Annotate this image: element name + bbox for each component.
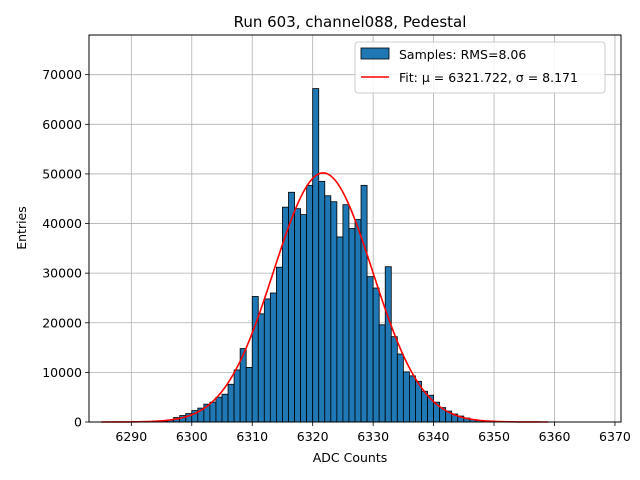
histogram-bar bbox=[384, 266, 392, 423]
x-tick-label: 6360 bbox=[539, 429, 571, 444]
y-tick-label: 50000 bbox=[42, 166, 82, 181]
histogram-bar bbox=[372, 287, 380, 423]
histogram-bar bbox=[366, 276, 374, 423]
histogram-bar bbox=[251, 296, 259, 423]
chart-title: Run 603, channel088, Pedestal bbox=[234, 13, 467, 31]
histogram-bar bbox=[245, 367, 253, 423]
histogram-bar bbox=[402, 371, 410, 423]
histogram-bar bbox=[336, 236, 344, 423]
plot-frame bbox=[88, 34, 622, 423]
histogram-bar bbox=[354, 219, 362, 423]
histogram-bar bbox=[378, 324, 386, 423]
x-tick-label: 6320 bbox=[297, 429, 329, 444]
histogram-bar bbox=[324, 195, 332, 423]
y-axis-label: Entries bbox=[14, 206, 29, 250]
legend: Samples: RMS=8.06 Fit: μ = 6321.722, σ =… bbox=[354, 41, 606, 94]
histogram-bar bbox=[348, 228, 356, 423]
histogram-bar bbox=[257, 313, 265, 423]
histogram-bar bbox=[215, 396, 223, 423]
histogram-bar bbox=[396, 353, 404, 423]
histogram-bar bbox=[312, 88, 320, 423]
histogram-bar bbox=[221, 393, 229, 423]
x-axis-label: ADC Counts bbox=[313, 450, 388, 465]
legend-box bbox=[354, 41, 606, 94]
y-tick-label: 60000 bbox=[42, 117, 82, 132]
histogram-bar bbox=[342, 204, 350, 423]
x-tick-label: 6300 bbox=[176, 429, 208, 444]
histogram-bar bbox=[360, 184, 368, 423]
y-tick-label: 40000 bbox=[42, 216, 82, 231]
x-tick-label: 6330 bbox=[357, 429, 389, 444]
y-tick-label: 0 bbox=[74, 415, 82, 430]
histogram-bar bbox=[390, 336, 398, 423]
y-tick-label: 70000 bbox=[42, 67, 82, 82]
histogram-bar bbox=[294, 208, 301, 423]
y-tick-label: 10000 bbox=[42, 365, 82, 380]
histogram-bar bbox=[209, 401, 217, 423]
y-tick-label: 20000 bbox=[42, 315, 82, 330]
x-tick-label: 6310 bbox=[236, 429, 268, 444]
histogram-bar bbox=[227, 383, 235, 423]
legend-label-samples: Samples: RMS=8.06 bbox=[399, 47, 526, 62]
y-tick-label: 30000 bbox=[42, 266, 82, 281]
legend-swatch-samples bbox=[360, 47, 390, 60]
histogram-bar bbox=[421, 390, 428, 423]
legend-label-fit: Fit: μ = 6321.722, σ = 8.171 bbox=[399, 70, 578, 85]
x-tick-label: 6370 bbox=[599, 429, 631, 444]
histogram-bar bbox=[300, 214, 308, 423]
y-ticks: 0 10000 20000 30000 40000 50000 60000 70000 bbox=[42, 67, 89, 430]
histogram-bar bbox=[269, 292, 277, 423]
histogram-bar bbox=[263, 298, 271, 423]
fit-curve bbox=[101, 172, 549, 423]
histogram-bar bbox=[318, 180, 326, 423]
x-tick-label: 6350 bbox=[478, 429, 510, 444]
histogram-bar bbox=[306, 184, 314, 423]
histogram-bar bbox=[409, 375, 416, 423]
histogram-bar bbox=[233, 369, 241, 423]
x-tick-label: 6340 bbox=[418, 429, 450, 444]
x-ticks: 6290 6300 6310 6320 6330 6340 6350 6360 6370 bbox=[115, 422, 631, 444]
histogram-bar bbox=[276, 266, 283, 423]
histogram-bar bbox=[330, 201, 338, 423]
x-tick-label: 6290 bbox=[115, 429, 147, 444]
